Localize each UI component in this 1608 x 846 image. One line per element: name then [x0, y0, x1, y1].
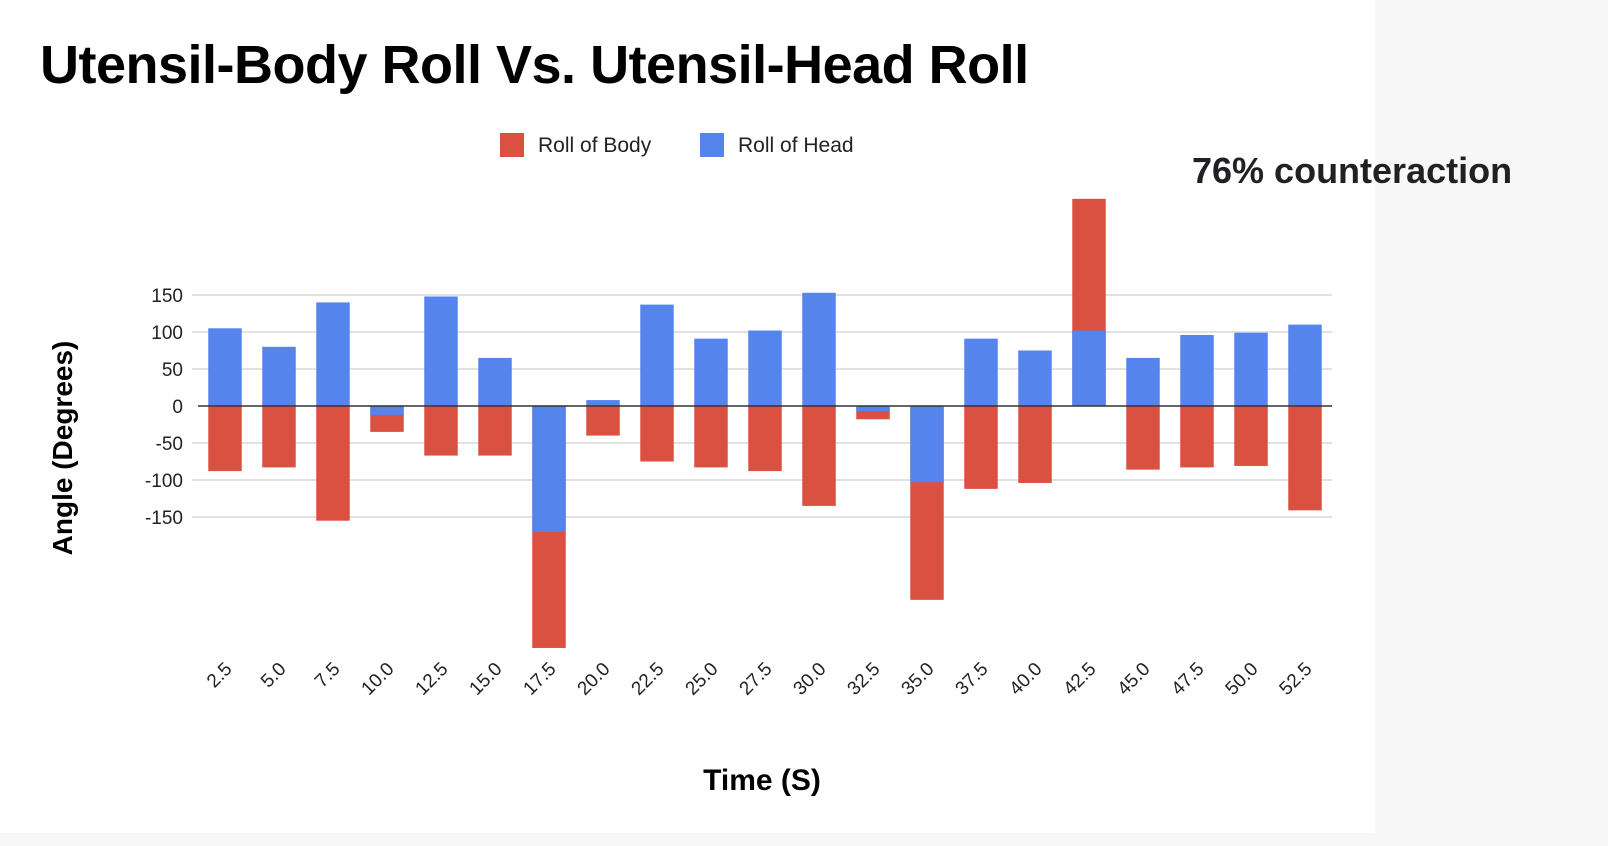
y-tick-label: -150	[145, 508, 183, 529]
bar-roll-of-head	[1126, 357, 1160, 406]
chart-canvas: Roll of Body Roll of Head 150 100 50 0 -50 -10…	[47, 133, 1332, 797]
bar-roll-of-body	[1018, 406, 1052, 483]
bar-roll-of-body	[1126, 406, 1160, 470]
bar-roll-of-body	[478, 406, 512, 456]
bar-roll-of-head	[910, 406, 944, 483]
x-tick-label: 42.5	[1060, 659, 1101, 700]
bar-roll-of-head	[802, 292, 836, 406]
y-tick-label: -50	[156, 434, 183, 455]
bar-roll-of-head	[424, 296, 458, 406]
y-tick-label: 100	[151, 323, 183, 344]
y-tick-label: 150	[151, 286, 183, 307]
bar-roll-of-head	[964, 338, 998, 406]
bar-roll-of-head	[316, 302, 350, 406]
x-tick-label: 7.5	[311, 659, 345, 693]
bar-roll-of-body	[748, 406, 782, 472]
bar-roll-of-body	[424, 406, 458, 456]
bar-roll-of-head	[748, 330, 782, 406]
x-tick-label: 35.0	[898, 659, 939, 700]
x-tick-label: 25.0	[682, 659, 723, 700]
bar-roll-of-head	[370, 406, 404, 415]
bar-roll-of-body	[1180, 406, 1214, 468]
bar-roll-of-head	[1018, 350, 1052, 406]
legend: Roll of Body Roll of Head	[500, 133, 854, 157]
x-tick-label: 30.0	[790, 659, 831, 700]
x-tick-label: 5.0	[257, 659, 291, 693]
x-tick-label: 40.0	[1006, 659, 1047, 700]
bar-roll-of-body	[964, 406, 998, 489]
bar-roll-of-head	[262, 346, 296, 406]
x-tick-label: 47.5	[1168, 659, 1209, 700]
x-tick-label: 15.0	[466, 659, 507, 700]
bar-roll-of-body	[208, 406, 242, 472]
x-axis-label: Time (S)	[703, 764, 821, 797]
x-tick-label: 45.0	[1114, 659, 1155, 700]
bar-roll-of-head	[694, 338, 728, 406]
counteraction-annotation: 76% counteraction	[1192, 150, 1513, 191]
y-axis-ticks: 150 100 50 0 -50 -100 -150	[145, 286, 183, 529]
x-tick-label: 12.5	[412, 659, 453, 700]
y-axis-label: Angle (Degrees)	[47, 341, 78, 556]
bar-roll-of-body	[802, 406, 836, 506]
bar-roll-of-head	[640, 304, 674, 406]
x-tick-label: 27.5	[736, 659, 777, 700]
x-tick-label: 22.5	[628, 659, 669, 700]
x-tick-label: 10.0	[358, 659, 399, 700]
legend-label: Roll of Body	[538, 134, 652, 157]
bar-roll-of-head	[478, 357, 512, 406]
bars	[208, 198, 1322, 648]
bar-roll-of-body	[586, 406, 620, 436]
bar-roll-of-head	[1180, 334, 1214, 406]
bar-roll-of-head	[856, 406, 890, 412]
x-axis-ticks: 2.5 5.0 7.5 10.0 12.5 15.0 17.5 20.0 22.5 25.0 27.…	[203, 659, 1317, 700]
bar-roll-of-body	[262, 406, 296, 468]
background-panel	[1375, 0, 1608, 846]
x-tick-label: 52.5	[1276, 659, 1317, 700]
y-tick-label: 50	[162, 360, 183, 381]
bar-roll-of-head	[1288, 324, 1322, 406]
bar-roll-of-head	[208, 328, 242, 406]
x-tick-label: 20.0	[574, 659, 615, 700]
bar-roll-of-head	[586, 400, 620, 406]
x-tick-label: 2.5	[203, 659, 237, 693]
bar-roll-of-head	[532, 406, 566, 532]
x-tick-label: 50.0	[1222, 659, 1263, 700]
legend-swatch	[700, 133, 724, 157]
x-tick-label: 17.5	[520, 659, 561, 700]
x-tick-label: 37.5	[952, 659, 993, 700]
bar-roll-of-body	[1234, 406, 1268, 466]
y-tick-label: -100	[145, 471, 183, 492]
background-strip	[0, 833, 1608, 846]
x-tick-label: 32.5	[844, 659, 885, 700]
chart-title: Utensil-Body Roll Vs. Utensil-Head Roll	[40, 35, 1029, 95]
bar-roll-of-body	[640, 406, 674, 462]
bar-roll-of-body	[694, 406, 728, 468]
legend-swatch	[500, 133, 524, 157]
bar-roll-of-head	[1072, 330, 1106, 406]
legend-label: Roll of Head	[738, 134, 854, 157]
bar-roll-of-body	[1288, 406, 1322, 511]
bar-roll-of-head	[1234, 332, 1268, 406]
y-tick-label: 0	[172, 397, 183, 418]
bar-roll-of-body	[316, 406, 350, 521]
